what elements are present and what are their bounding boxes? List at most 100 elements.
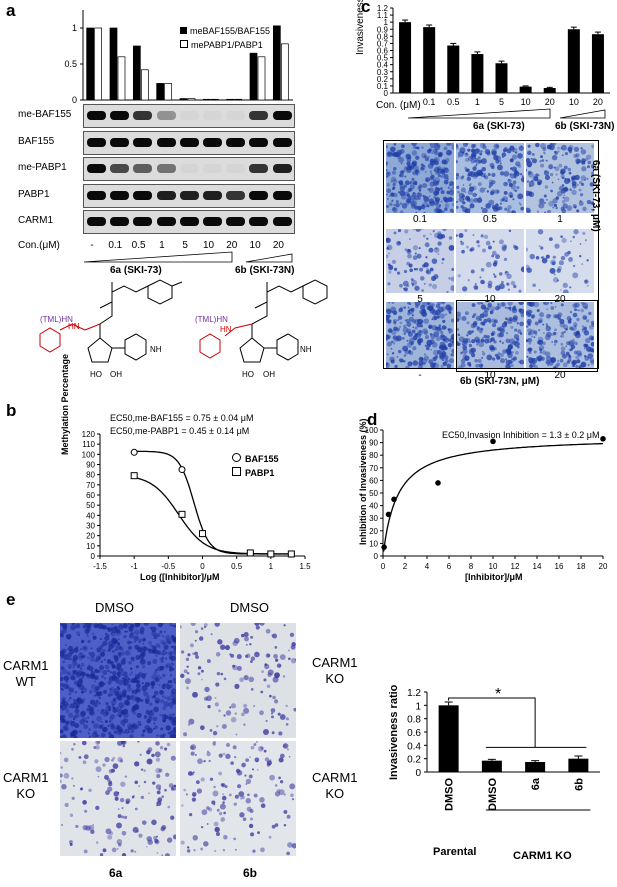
cell-dot (274, 646, 278, 649)
cell-dot (192, 835, 198, 841)
cell-dot (591, 171, 594, 176)
cell-dot (218, 709, 221, 713)
cell-dot (393, 192, 398, 198)
cell-dot (68, 645, 74, 651)
band (179, 137, 199, 147)
cell-dot (243, 707, 250, 714)
cell-dot (119, 708, 122, 711)
cell-dot (60, 666, 65, 670)
cell-dot (571, 179, 574, 183)
cell-dot (393, 320, 396, 323)
cell-dot (102, 640, 108, 646)
cell-dot (107, 669, 110, 673)
cell-dot (150, 710, 153, 713)
cell-dot (65, 684, 70, 689)
cell-dot (62, 719, 65, 722)
cell-dot (159, 665, 165, 671)
cell-dot (569, 318, 572, 321)
cell-dot (477, 302, 481, 305)
x-tick-label: 6 (447, 562, 452, 571)
cell-dot (473, 284, 479, 290)
cell-dot (71, 669, 76, 673)
cell-dot (392, 206, 397, 212)
cell-dot (221, 795, 227, 801)
x-tick-label: 0.5 (447, 97, 460, 107)
cell-dot (110, 724, 116, 730)
cell-dot (250, 656, 256, 661)
band (110, 164, 130, 173)
cell-dot (574, 350, 578, 355)
lane-label: 5 (182, 240, 188, 251)
cell-dot (434, 232, 440, 239)
cell-dot (501, 198, 505, 202)
cell-dot (450, 276, 454, 282)
cell-dot (87, 639, 91, 644)
bar-mebaf155-baf155 (226, 98, 235, 101)
cell-dot (491, 204, 497, 210)
cell-dot (68, 657, 71, 661)
y-tick-label: 0.1 (377, 82, 389, 91)
cell-dot (457, 155, 460, 158)
cell-dot (60, 623, 64, 626)
cell-dot (387, 263, 390, 266)
cell-dot (560, 255, 566, 261)
cell-dot (417, 186, 422, 191)
cell-dot (60, 766, 64, 769)
cell-dot (129, 673, 132, 676)
cell-dot (165, 635, 171, 641)
cell-dot (507, 178, 512, 184)
cell-dot (458, 232, 464, 238)
cell-dot (153, 670, 158, 675)
cell-dot (242, 817, 247, 821)
cell-dot (245, 654, 249, 658)
cell-dot (406, 161, 411, 166)
cell-dot (520, 145, 523, 148)
cell-dot (72, 661, 78, 667)
cell-dot (497, 352, 501, 356)
cell-dot (481, 158, 487, 165)
cell-dot (390, 347, 393, 350)
cell-dot (102, 726, 108, 733)
band (133, 190, 153, 200)
cell-dot (151, 631, 157, 637)
cell-dot (276, 663, 282, 668)
cell-dot (248, 676, 255, 683)
cell-dot (143, 715, 148, 719)
cell-dot (573, 341, 578, 346)
cell-dot (105, 632, 108, 635)
cell-dot (498, 272, 503, 276)
cell-dot (386, 314, 390, 321)
circle-marker-icon (232, 453, 241, 462)
cell-dot (496, 164, 503, 171)
cell-dot (119, 797, 125, 803)
cell-dot (95, 699, 99, 704)
cell-dot (290, 793, 294, 798)
square-marker-icon (232, 467, 241, 476)
cell-dot (134, 807, 138, 811)
cell-dot (399, 186, 406, 192)
cell-dot (261, 670, 264, 673)
cell-dot (572, 235, 576, 239)
micrograph-label: 20 (554, 370, 566, 381)
cell-dot (477, 244, 481, 248)
point-pabp1 (287, 550, 295, 558)
cell-dot (554, 166, 560, 172)
cell-dot (387, 319, 392, 324)
cell-dot (386, 353, 389, 356)
cell-dot (159, 690, 164, 695)
cell-dot (156, 633, 161, 637)
bar (399, 22, 412, 94)
band (87, 190, 106, 200)
cell-dot (449, 180, 454, 186)
cell-dot (111, 628, 114, 631)
cell-dot (131, 696, 134, 699)
cell-dot (102, 648, 106, 653)
cell-dot (506, 273, 512, 280)
cell-dot (137, 741, 140, 743)
cell-dot (144, 724, 150, 731)
cell-dot (526, 247, 529, 252)
cell-dot (480, 321, 484, 326)
cell-dot (122, 731, 125, 734)
cell-dot (386, 193, 388, 196)
cell-dot (421, 204, 425, 207)
